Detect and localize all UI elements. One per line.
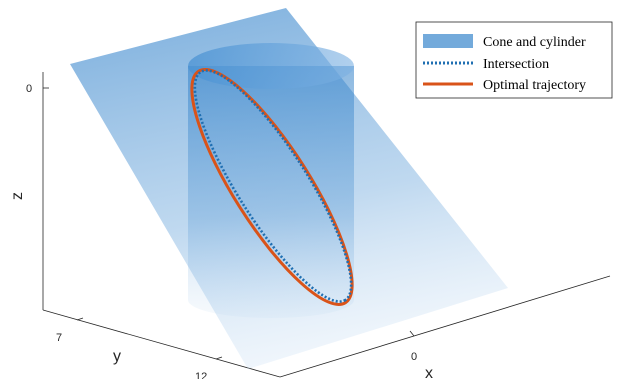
optimal-trajectory-curve (190, 68, 354, 306)
cylinder-top (188, 43, 354, 89)
legend: Cone and cylinder Intersection Optimal t… (415, 21, 613, 99)
x-tick-label: 0 (411, 351, 417, 363)
y-axis-line (42, 309, 281, 378)
y-tick-label: 12 (195, 371, 207, 379)
z-tick-label: 0 (26, 83, 32, 95)
x-axis-label: x (425, 365, 433, 379)
z-axis-label: z (9, 192, 26, 200)
tick-marks (43, 87, 415, 360)
legend-label-cone-cylinder: Cone and cylinder (483, 35, 586, 50)
legend-label-intersection: Intersection (483, 57, 549, 72)
cylinder-body (188, 66, 354, 318)
intersection-curve (193, 69, 353, 303)
x-axis-line (279, 275, 611, 378)
y-tick-label: 7 (56, 332, 62, 344)
y-tick-12 (215, 356, 223, 360)
y-tick-7 (76, 317, 84, 321)
y-axis-label: y (113, 348, 121, 365)
legend-label-trajectory: Optimal trajectory (483, 78, 586, 93)
legend-swatch-cone-cylinder (423, 34, 473, 48)
x-tick-0 (409, 330, 415, 337)
axes (42, 72, 611, 378)
